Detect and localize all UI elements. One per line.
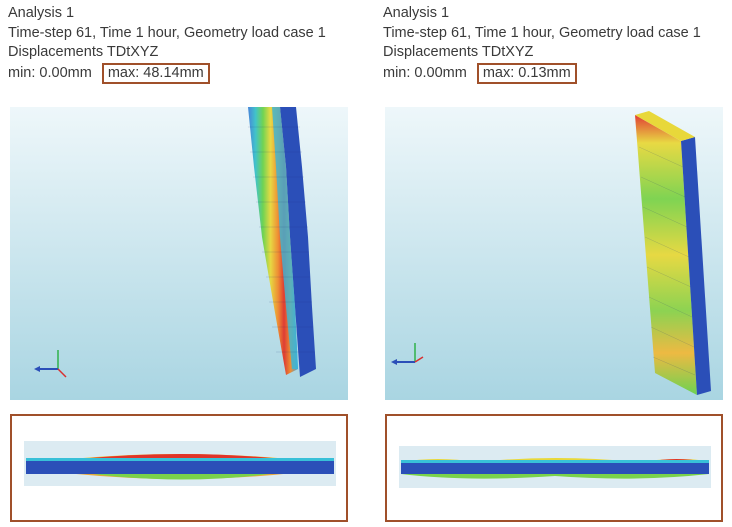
axis-triad-icon — [391, 343, 424, 365]
result-type: Displacements TDtXYZ — [8, 44, 159, 60]
min-max-row: min: 0.00mm max: 0.13mm — [383, 62, 701, 84]
axis-triad-icon — [34, 350, 67, 378]
result-header: Analysis 1 Time-step 61, Time 1 hour, Ge… — [8, 4, 326, 84]
result-header: Analysis 1 Time-step 61, Time 1 hour, Ge… — [383, 4, 701, 84]
timestep-info: Time-step 61, Time 1 hour, Geometry load… — [383, 24, 701, 41]
analysis-name: Analysis 1 — [8, 5, 75, 21]
section-view-highlight — [385, 414, 723, 522]
max-value-highlight: max: 0.13mm — [476, 62, 577, 84]
right-panel: Analysis 1 Time-step 61, Time 1 hour, Ge… — [383, 0, 732, 527]
result-type: Displacements TDtXYZ — [383, 44, 534, 60]
min-max-row: min: 0.00mm max: 48.14mm — [8, 62, 326, 84]
timestep-info: Time-step 61, Time 1 hour, Geometry load… — [8, 24, 326, 41]
3d-viewport[interactable] — [385, 107, 723, 400]
left-panel: Analysis 1 Time-step 61, Time 1 hour, Ge… — [8, 0, 358, 527]
min-value: min: 0.00mm — [383, 64, 467, 81]
max-value-highlight: max: 48.14mm — [101, 62, 210, 84]
min-value: min: 0.00mm — [8, 64, 92, 81]
section-view-highlight — [10, 414, 348, 522]
analysis-name: Analysis 1 — [383, 5, 450, 21]
3d-viewport[interactable] — [10, 107, 348, 400]
